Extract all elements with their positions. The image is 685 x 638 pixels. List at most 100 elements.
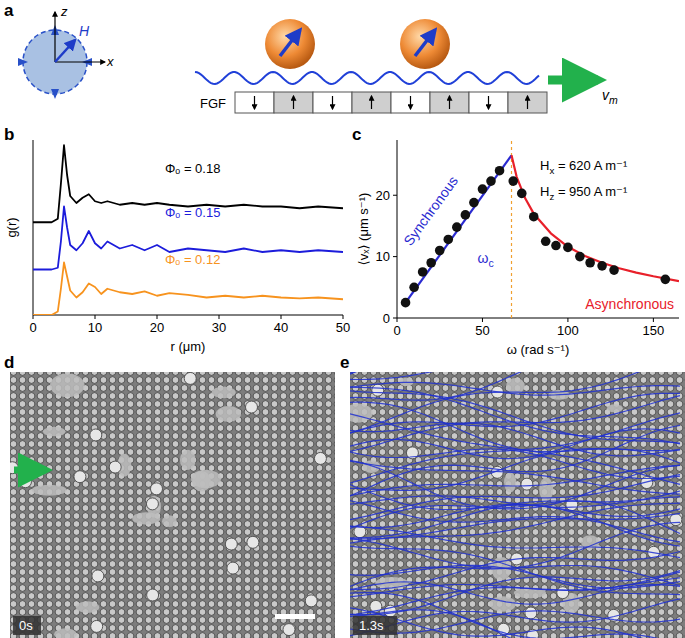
y-axis-label: g(r) <box>4 217 19 237</box>
void-region <box>490 596 516 612</box>
data-point <box>517 189 527 199</box>
x-tick-label: 20 <box>150 320 164 335</box>
velocity-label-sub: m <box>609 94 618 106</box>
trajectory <box>350 391 680 443</box>
direction-arrow <box>14 467 46 474</box>
void-region <box>162 515 177 527</box>
trajectory <box>350 429 680 459</box>
domain-arrow <box>527 96 528 109</box>
data-point <box>435 246 445 256</box>
axis-label: x <box>106 54 114 69</box>
fgf-cell <box>274 92 313 113</box>
y-tick-label: 20 <box>376 188 390 203</box>
data-point <box>609 265 619 275</box>
critical-label-sub: c <box>488 257 493 269</box>
trajectory <box>350 475 680 520</box>
particle <box>265 19 315 69</box>
x-tick-label: 0 <box>29 320 36 335</box>
annotation: Hx = 620 A m⁻¹ <box>540 158 628 176</box>
panel-label: a <box>4 1 14 20</box>
void-region <box>76 601 99 613</box>
scale-bar <box>275 614 315 619</box>
data-point <box>597 261 607 271</box>
large-particle <box>147 589 159 601</box>
trajectory <box>350 599 680 636</box>
fgf-cell <box>430 92 469 113</box>
data-point <box>661 275 671 285</box>
chart-b: 01020304050r (μm)g(r)Φₒ = 0.18Φₒ = 0.15Φ… <box>4 140 350 354</box>
data-point <box>541 236 551 246</box>
y-tick-label: 0 <box>383 311 390 326</box>
trajectory <box>350 513 680 539</box>
x-tick <box>219 315 220 319</box>
fgf-cell <box>235 92 274 113</box>
series-label: Φₒ = 0.18 <box>165 161 220 176</box>
void-region <box>504 472 516 492</box>
x-tick-label: 10 <box>88 320 102 335</box>
annotation-rest: = 950 A m⁻¹ <box>554 184 628 199</box>
data-point <box>401 298 411 308</box>
trajectory <box>350 425 680 496</box>
series-label: Φₒ = 0.15 <box>165 205 220 220</box>
fgf-cell <box>313 92 352 113</box>
x-axis-label: ω (rad s⁻¹) <box>507 342 570 357</box>
data-point <box>418 267 428 277</box>
x-tick <box>281 315 282 319</box>
large-particle <box>245 401 257 413</box>
potential-wave <box>195 72 539 84</box>
series-label: Φₒ = 0.12 <box>165 252 220 267</box>
trajectory <box>350 449 680 491</box>
x-tick-label: 40 <box>274 320 288 335</box>
annotation-main: H <box>540 158 549 173</box>
trajectory <box>350 593 680 638</box>
large-particle <box>74 471 86 483</box>
large-particle <box>521 478 533 490</box>
time-label: 1.3s <box>359 618 384 633</box>
void-region <box>363 460 381 473</box>
domain-arrow <box>332 96 333 109</box>
void-region <box>132 512 160 524</box>
field-arrow <box>55 40 75 62</box>
x-tick <box>482 318 483 322</box>
fgf-cell <box>508 92 547 113</box>
data-point <box>478 184 488 194</box>
diagram: zxHFGFvm <box>18 4 618 113</box>
panel-label: c <box>352 125 361 144</box>
trajectory <box>350 485 680 546</box>
domain-arrow <box>449 96 450 109</box>
large-particle <box>227 562 239 574</box>
y-tick <box>393 256 397 257</box>
plot-area <box>33 145 343 315</box>
data-point <box>575 252 585 262</box>
plot-area <box>401 155 679 307</box>
fgf-cell <box>469 92 508 113</box>
trajectory <box>350 504 680 527</box>
g-r-line <box>33 145 343 222</box>
y-axis-line <box>397 140 398 318</box>
y-tick-label: 10 <box>376 249 390 264</box>
trajectory <box>350 382 680 395</box>
trajectory <box>350 571 680 615</box>
x-tick <box>567 318 568 322</box>
g-r-line <box>33 263 343 316</box>
data-point <box>409 283 419 293</box>
velocity-label: vm <box>602 87 618 106</box>
void-region <box>191 470 221 488</box>
large-particle <box>305 595 317 607</box>
void-region <box>350 404 373 423</box>
void-region <box>607 404 623 412</box>
void-region <box>54 628 77 638</box>
void-region <box>50 374 85 398</box>
large-particle <box>92 570 104 582</box>
large-particle <box>109 461 121 473</box>
z-axis <box>54 12 55 62</box>
trajectory <box>350 372 680 433</box>
annotation-rest: = 620 A m⁻¹ <box>554 158 628 173</box>
domain-arrow <box>371 96 372 109</box>
velocity-arrow <box>548 76 598 85</box>
particles <box>350 372 685 638</box>
domain-arrow <box>254 96 255 109</box>
x-tick-label: 0 <box>393 323 400 338</box>
x-tick <box>95 315 96 319</box>
critical-label: ωc <box>478 250 494 269</box>
